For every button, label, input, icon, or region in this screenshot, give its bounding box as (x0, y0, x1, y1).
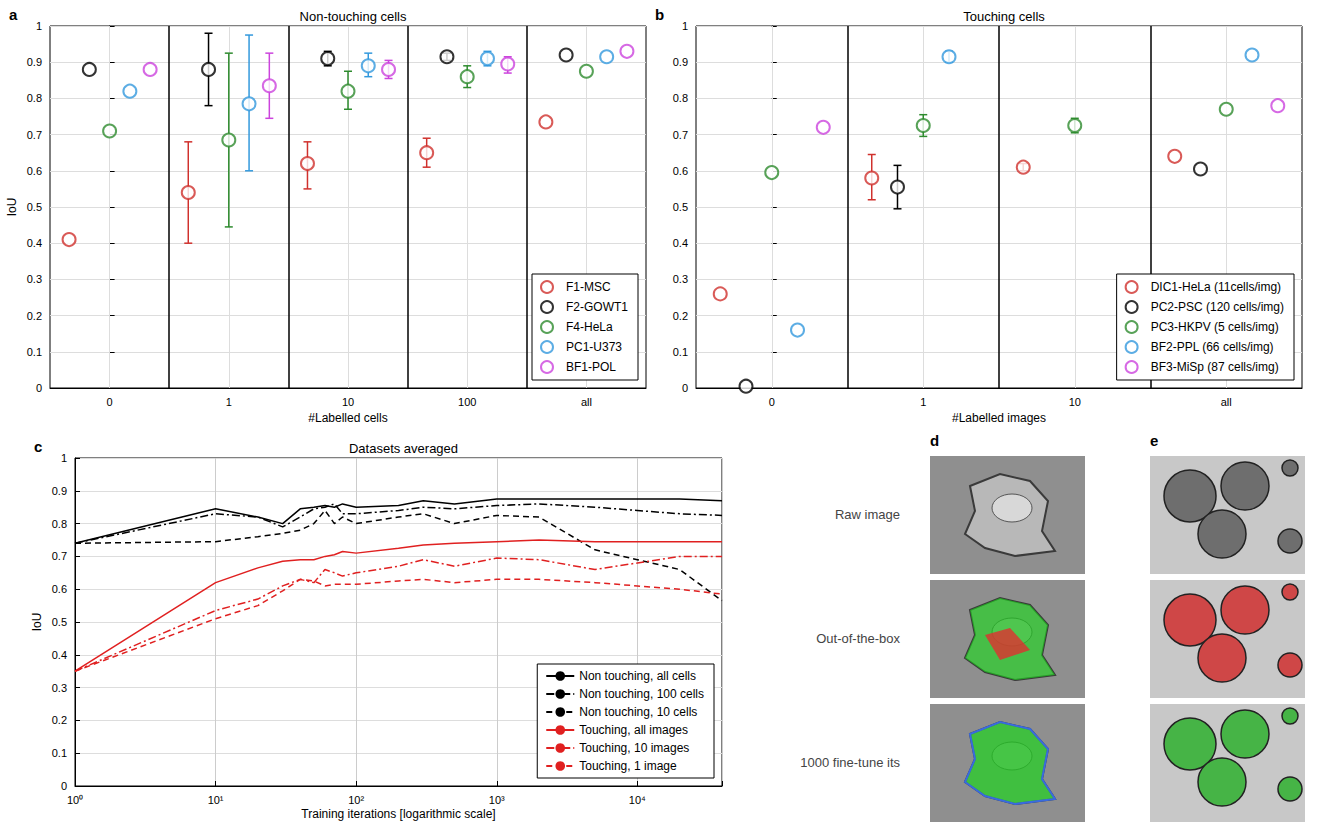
svg-text:1: 1 (61, 452, 67, 464)
svg-text:Training iterations [logarithm: Training iterations [logarithmic scale] (301, 807, 495, 821)
svg-text:Touching, 10 images: Touching, 10 images (579, 741, 689, 755)
html-text:Raw image: Raw image (835, 507, 900, 522)
svg-text:0.1: 0.1 (52, 747, 67, 759)
svg-text:10: 10 (1069, 396, 1081, 408)
svg-text:Non touching, 10 cells: Non touching, 10 cells (579, 705, 697, 719)
svg-text:100: 100 (458, 396, 476, 408)
html-text:1000 fine-tune its: 1000 fine-tune its (800, 755, 900, 770)
svg-text:1: 1 (226, 396, 232, 408)
svg-text:0.6: 0.6 (52, 583, 67, 595)
svg-text:F2-GOWT1: F2-GOWT1 (566, 300, 628, 314)
svg-text:0.1: 0.1 (673, 346, 688, 358)
svg-text:PC2-PSC (120 cells/img): PC2-PSC (120 cells/img) (1151, 300, 1284, 314)
svg-text:BF1-POL: BF1-POL (566, 360, 616, 374)
svg-text:0.2: 0.2 (673, 310, 688, 322)
svg-text:0.6: 0.6 (27, 165, 42, 177)
svg-text:10: 10 (342, 396, 354, 408)
svg-text:0.9: 0.9 (27, 56, 42, 68)
svg-text:0.2: 0.2 (27, 310, 42, 322)
svg-text:all: all (581, 396, 592, 408)
svg-text:DIC1-HeLa (11cells/img): DIC1-HeLa (11cells/img) (1151, 280, 1281, 294)
svg-text:F1-MSC: F1-MSC (566, 280, 611, 294)
svg-text:0.2: 0.2 (52, 714, 67, 726)
svg-text:10¹: 10¹ (208, 794, 224, 806)
svg-text:0.7: 0.7 (27, 129, 42, 141)
svg-text:PC3-HKPV (5 cells/img): PC3-HKPV (5 cells/img) (1151, 320, 1279, 334)
svg-text:0.4: 0.4 (27, 237, 42, 249)
svg-text:0: 0 (36, 382, 42, 394)
svg-text:0.7: 0.7 (673, 129, 688, 141)
svg-text:0.1: 0.1 (27, 346, 42, 358)
svg-text:Non touching, all cells: Non touching, all cells (579, 669, 696, 683)
svg-text:0: 0 (107, 396, 113, 408)
svg-text:0.6: 0.6 (673, 165, 688, 177)
svg-text:Touching, all images: Touching, all images (579, 723, 688, 737)
html-text:e: e (1150, 432, 1159, 449)
svg-text:1: 1 (36, 20, 42, 32)
svg-text:10⁰: 10⁰ (67, 794, 83, 806)
svg-text:1: 1 (682, 20, 688, 32)
svg-text:0.5: 0.5 (27, 201, 42, 213)
svg-text:IoU: IoU (30, 613, 44, 632)
svg-text:0: 0 (682, 382, 688, 394)
svg-text:0.5: 0.5 (52, 616, 67, 628)
svg-text:10²: 10² (348, 794, 364, 806)
svg-text:BF2-PPL (66 cells/img): BF2-PPL (66 cells/img) (1151, 340, 1274, 354)
svg-text:10³: 10³ (489, 794, 505, 806)
svg-text:Non-touching cells: Non-touching cells (300, 9, 407, 24)
svg-text:IoU: IoU (5, 198, 19, 217)
svg-text:c: c (34, 438, 42, 455)
svg-text:0.5: 0.5 (673, 201, 688, 213)
svg-text:PC1-U373: PC1-U373 (566, 340, 622, 354)
html-text:Out-of-the-box: Out-of-the-box (816, 631, 900, 646)
svg-text:0.8: 0.8 (27, 92, 42, 104)
svg-text:#Labelled images: #Labelled images (952, 411, 1046, 425)
svg-text:0.8: 0.8 (673, 92, 688, 104)
svg-text:Touching cells: Touching cells (963, 9, 1045, 24)
svg-text:0.7: 0.7 (52, 550, 67, 562)
svg-text:0: 0 (61, 780, 67, 792)
svg-text:Touching, 1 image: Touching, 1 image (579, 759, 677, 773)
svg-text:0.9: 0.9 (52, 485, 67, 497)
svg-text:0.8: 0.8 (52, 518, 67, 530)
svg-text:0.4: 0.4 (673, 237, 688, 249)
svg-text:all: all (1221, 396, 1232, 408)
svg-text:0.3: 0.3 (27, 273, 42, 285)
svg-text:#Labelled cells: #Labelled cells (308, 411, 387, 425)
svg-text:10⁴: 10⁴ (629, 794, 646, 806)
svg-text:0.3: 0.3 (52, 682, 67, 694)
svg-text:0: 0 (769, 396, 775, 408)
svg-text:b: b (655, 6, 664, 23)
svg-text:BF3-MiSp (87 cells/img): BF3-MiSp (87 cells/img) (1151, 360, 1279, 374)
svg-text:a: a (9, 6, 18, 23)
svg-text:0.9: 0.9 (673, 56, 688, 68)
html-text:d: d (930, 432, 940, 449)
svg-text:Datasets averaged: Datasets averaged (349, 441, 458, 456)
svg-text:Non touching, 100 cells: Non touching, 100 cells (579, 687, 704, 701)
svg-text:0.3: 0.3 (673, 273, 688, 285)
svg-text:0.4: 0.4 (52, 649, 67, 661)
svg-text:1: 1 (920, 396, 926, 408)
svg-text:F4-HeLa: F4-HeLa (566, 320, 613, 334)
